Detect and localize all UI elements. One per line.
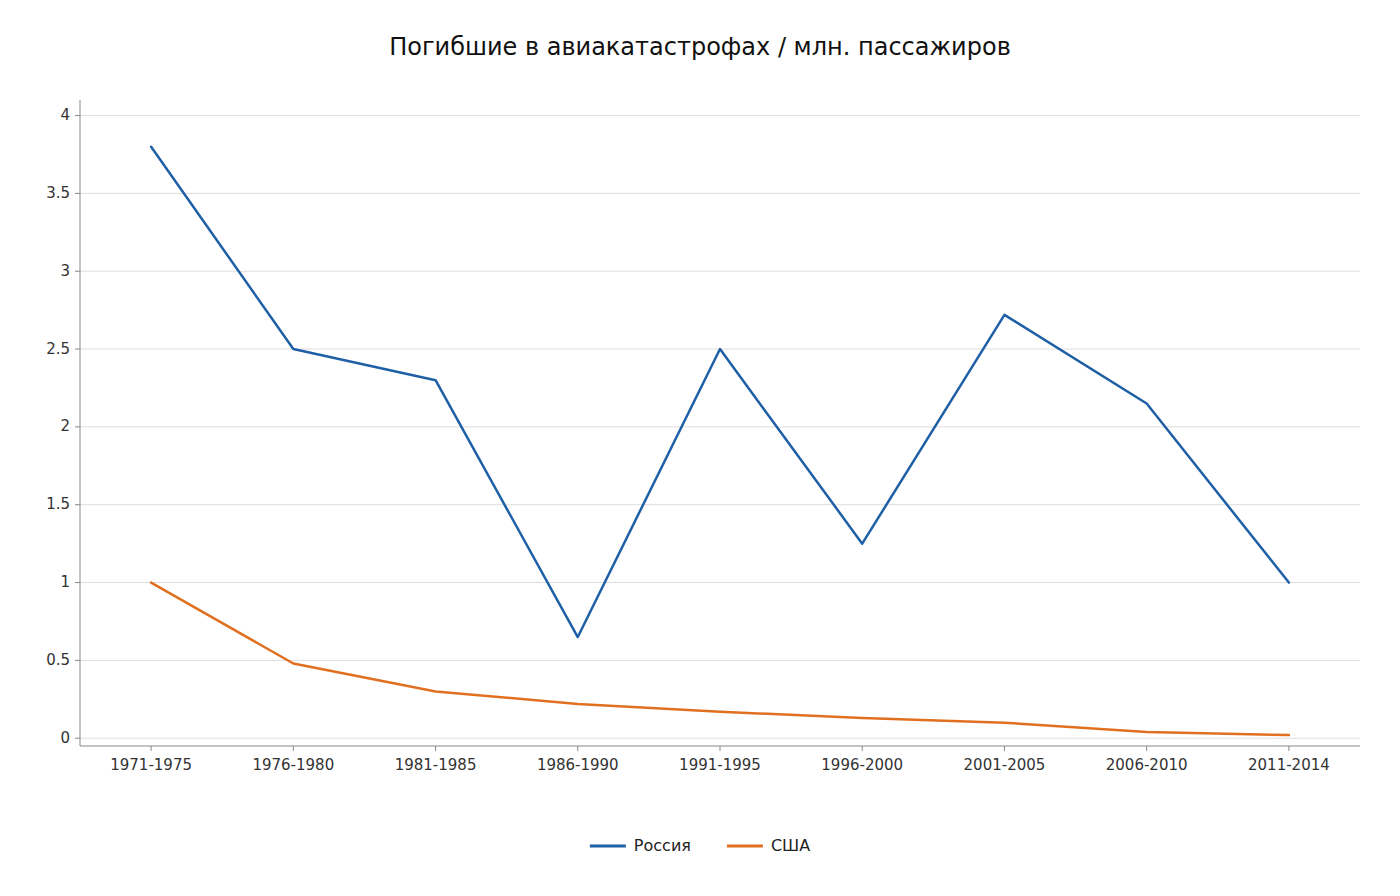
x-tick (577, 746, 578, 751)
grid-line (80, 271, 1360, 272)
y-tick (75, 660, 80, 661)
grid-line (80, 115, 1360, 116)
y-tick (75, 738, 80, 739)
y-tick-label: 3 (60, 262, 70, 280)
y-tick (75, 582, 80, 583)
y-tick-label: 2.5 (46, 340, 70, 358)
x-tick-label: 2011-2014 (1248, 756, 1330, 774)
x-tick (1288, 746, 1289, 751)
x-tick (1146, 746, 1147, 751)
chart-container: 0 0.5 1 1.5 2 2.5 3 3.5 4 1971-1975 1976-1980 1981-… (0, 0, 1400, 896)
x-tick (720, 746, 721, 751)
x-tick-label: 1976-1980 (252, 756, 334, 774)
x-tick-label: 2006-2010 (1106, 756, 1188, 774)
y-tick (75, 115, 80, 116)
y-tick (75, 193, 80, 194)
x-tick-label: 1981-1985 (395, 756, 477, 774)
grid-line (80, 504, 1360, 505)
y-tick (75, 504, 80, 505)
y-tick-label: 3.5 (46, 184, 70, 202)
legend-label: США (771, 836, 810, 855)
y-tick-label: 1.5 (46, 495, 70, 513)
y-tick-label: 0 (60, 729, 70, 747)
legend-item: Россия (590, 836, 691, 855)
x-tick (435, 746, 436, 751)
data-lines (151, 147, 1289, 735)
y-tick-label: 4 (60, 106, 70, 124)
x-tick (151, 746, 152, 751)
y-tick (75, 271, 80, 272)
x-tick-label: 1996-2000 (821, 756, 903, 774)
series-line (151, 583, 1289, 736)
x-tick-label: 1971-1975 (110, 756, 192, 774)
grid-line (80, 426, 1360, 427)
y-tick (75, 426, 80, 427)
grid-line (80, 582, 1360, 583)
x-tick-label: 2001-2005 (964, 756, 1046, 774)
x-tick (293, 746, 294, 751)
legend-item: США (727, 836, 810, 855)
y-tick (75, 349, 80, 350)
grid-line (80, 738, 1360, 739)
chart-svg: 0 0.5 1 1.5 2 2.5 3 3.5 4 1971-1975 1976-1980 1981-… (0, 0, 1400, 896)
x-tick-label: 1991-1995 (679, 756, 761, 774)
y-tick-label: 1 (60, 573, 70, 591)
legend-swatch (590, 845, 626, 848)
grid (80, 116, 1360, 739)
x-tick (1004, 746, 1005, 751)
legend-swatch (727, 845, 763, 848)
legend-label: Россия (634, 836, 691, 855)
grid-line (80, 193, 1360, 194)
legend: Россия США (590, 836, 810, 855)
chart-title: Погибшие в авиакатастрофах / млн. пассаж… (389, 33, 1011, 61)
x-tick-label: 1986-1990 (537, 756, 619, 774)
grid-line (80, 660, 1360, 661)
x-tick (862, 746, 863, 751)
series-line (151, 147, 1289, 637)
y-tick-label: 0.5 (46, 651, 70, 669)
axes: 0 0.5 1 1.5 2 2.5 3 3.5 4 1971-1975 1976-1980 1981-… (46, 100, 1360, 774)
y-tick-label: 2 (60, 417, 70, 435)
y-axis-line (80, 100, 81, 746)
